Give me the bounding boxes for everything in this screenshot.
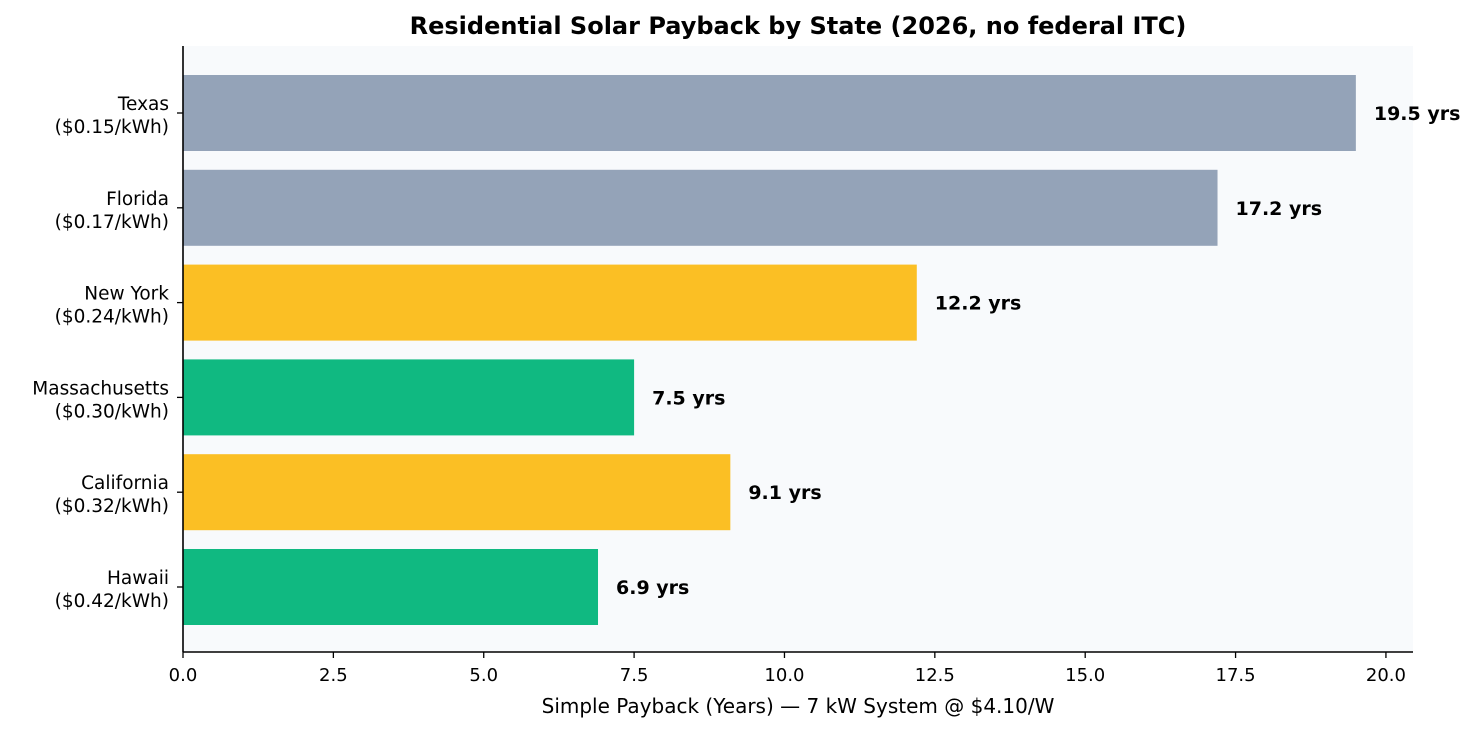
category-label-california: California: [81, 473, 169, 494]
value-label-massachusetts: 7.5 yrs: [652, 387, 725, 409]
bar-texas: [183, 75, 1356, 151]
bar-florida: [183, 169, 1218, 246]
x-tick-label: 15.0: [1065, 665, 1105, 686]
x-tick-label: 7.5: [620, 665, 649, 686]
category-label-florida: Florida: [106, 189, 169, 210]
bars-layer: [183, 75, 1356, 625]
x-tick-label: 2.5: [319, 665, 348, 686]
category-label-texas: Texas: [117, 94, 169, 115]
category-rate-florida: ($0.17/kWh): [55, 212, 169, 233]
value-label-california: 9.1 yrs: [748, 482, 821, 504]
y-axis: Texas($0.15/kWh) Florida($0.17/kWh) New Yo…: [32, 46, 184, 652]
x-axis: 0.0 2.5 5.0 7.5 10.0 12.5 15.0 17.5 20.0: [169, 651, 1413, 686]
category-rate-california: ($0.32/kWh): [55, 496, 169, 517]
value-label-texas: 19.5 yrs: [1374, 103, 1461, 125]
bar-california: [183, 454, 731, 531]
category-label-massachusetts: Massachusetts: [32, 378, 169, 399]
chart-title: Residential Solar Payback by State (2026…: [410, 12, 1187, 40]
x-tick-label: 10.0: [764, 665, 804, 686]
x-tick-label: 12.5: [915, 665, 955, 686]
category-rate-new-york: ($0.24/kWh): [55, 307, 169, 328]
x-axis-label: Simple Payback (Years) — 7 kW System @ $…: [542, 694, 1055, 718]
bar-massachusetts: [183, 359, 635, 436]
x-tick-label: 17.5: [1216, 665, 1256, 686]
category-rate-hawaii: ($0.42/kWh): [55, 591, 169, 612]
x-tick-label: 5.0: [469, 665, 498, 686]
value-label-hawaii: 6.9 yrs: [616, 577, 689, 599]
category-rate-texas: ($0.15/kWh): [55, 117, 169, 138]
value-labels-layer: 19.5 yrs 17.2 yrs 12.2 yrs 7.5 yrs 9.1 yrs 6.…: [616, 103, 1460, 599]
x-tick-label: 20.0: [1366, 665, 1406, 686]
x-tick-label: 0.0: [169, 665, 198, 686]
category-label-hawaii: Hawaii: [107, 568, 169, 589]
category-rate-massachusetts: ($0.30/kWh): [55, 401, 169, 422]
bar-new-york: [183, 264, 917, 341]
bar-hawaii: [183, 549, 599, 625]
value-label-florida: 17.2 yrs: [1236, 198, 1323, 220]
category-label-new-york: New York: [84, 284, 169, 305]
value-label-new-york: 12.2 yrs: [935, 293, 1022, 315]
